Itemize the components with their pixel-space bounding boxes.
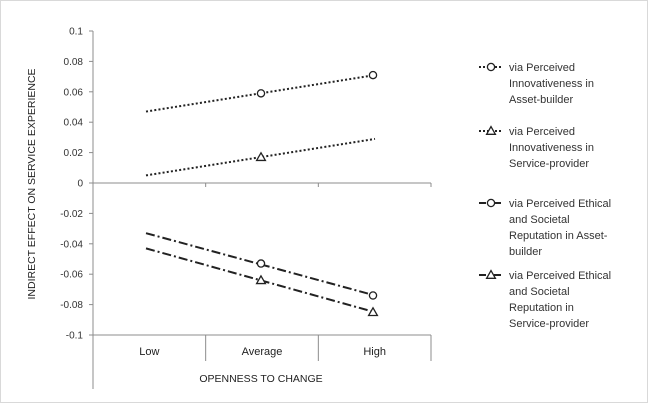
legend-text: Service-provider bbox=[509, 318, 589, 330]
data-point bbox=[256, 89, 266, 98]
legend-text: Reputation in Asset- bbox=[509, 230, 608, 242]
y-axis-label: INDIRECT EFFECT ON SERVICE EXPERIENCE bbox=[26, 68, 38, 299]
series-3 bbox=[145, 232, 378, 300]
series-line bbox=[145, 232, 376, 297]
legend-text: builder bbox=[509, 246, 542, 258]
y-tick-label: 0.06 bbox=[64, 87, 84, 98]
y-tick-label: -0.08 bbox=[60, 300, 83, 311]
y-tick-label: -0.06 bbox=[60, 270, 83, 281]
series-2 bbox=[145, 137, 376, 177]
x-tick-label: Low bbox=[139, 346, 159, 358]
legend-entry-4: via Perceived Ethical and Societal Reputat… bbox=[479, 269, 611, 330]
x-tick-label: High bbox=[363, 346, 386, 358]
legend-text: via Perceived Ethical bbox=[509, 198, 611, 210]
data-point bbox=[256, 259, 266, 268]
series-line bbox=[145, 247, 376, 314]
data-point bbox=[368, 70, 378, 80]
series-line bbox=[145, 137, 376, 177]
legend-entry-3: via Perceived Ethical and Societal Reputat… bbox=[479, 198, 611, 258]
legend-text: via Perceived Ethical bbox=[509, 270, 611, 282]
y-tick-label: 0.04 bbox=[64, 118, 84, 129]
x-tick-label: Average bbox=[242, 346, 283, 358]
series-line bbox=[145, 74, 376, 113]
y-tick-label: -0.02 bbox=[60, 209, 83, 220]
data-point bbox=[367, 306, 379, 317]
series-4 bbox=[145, 247, 379, 317]
legend-text: via Perceived bbox=[509, 126, 575, 138]
legend-text: Innovativeness in bbox=[509, 78, 594, 90]
legend-marker bbox=[485, 269, 497, 279]
data-point bbox=[255, 274, 267, 285]
legend-text: via Perceived bbox=[509, 62, 575, 74]
y-tick-label: 0.02 bbox=[64, 148, 84, 159]
legend-text: and Societal bbox=[509, 214, 570, 226]
y-tick-label: 0.1 bbox=[69, 27, 83, 38]
legend-marker bbox=[485, 125, 497, 135]
y-tick-label: -0.04 bbox=[60, 239, 83, 250]
legend-text: Innovativeness in bbox=[509, 142, 594, 154]
legend-text: Service-provider bbox=[509, 158, 589, 170]
data-point bbox=[255, 151, 267, 162]
series-1 bbox=[145, 70, 378, 113]
legend-entry-2: via Perceived Innovativeness in Service-pr… bbox=[479, 125, 594, 170]
x-axis-label: OPENNESS TO CHANGE bbox=[199, 373, 322, 385]
data-point bbox=[368, 291, 378, 300]
legend-text: Asset-builder bbox=[509, 94, 574, 106]
legend-marker bbox=[486, 198, 496, 208]
legend-marker bbox=[486, 62, 496, 72]
y-tick-label: 0 bbox=[77, 179, 83, 190]
y-tick-label: 0.08 bbox=[64, 57, 84, 68]
legend-text: Reputation in bbox=[509, 302, 574, 314]
y-tick-label: -0.1 bbox=[66, 331, 84, 342]
legend-text: and Societal bbox=[509, 286, 570, 298]
legend-entry-1: via Perceived Innovativeness in Asset-buil… bbox=[479, 62, 594, 106]
